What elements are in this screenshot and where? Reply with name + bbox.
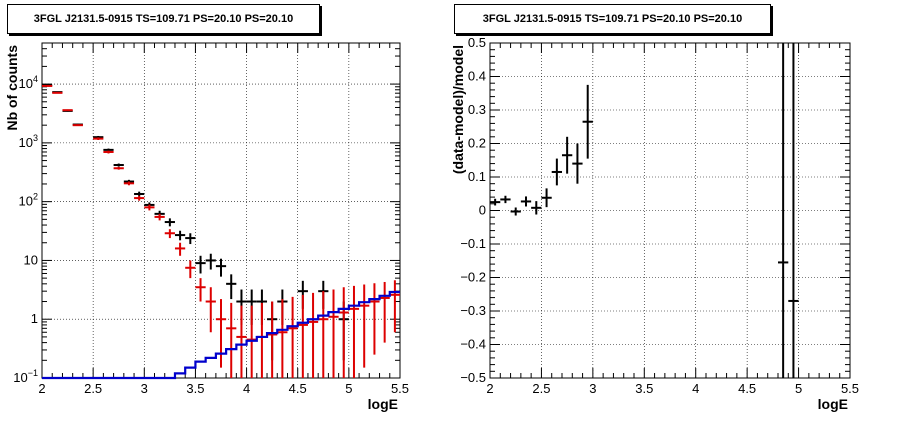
y-axis: −0.5 −0.4 −0.3 −0.2 −0.1 0 0.1 0.2 0.3 0.4 0.5(dat… (450, 35, 850, 385)
x-tick-label: 4 (692, 381, 699, 396)
y-tick-label: −0.3 (460, 303, 486, 318)
plot-title-right: 3FGL J2131.5-0915 TS=109.71 PS=20.10 PS=… (454, 4, 771, 34)
x-axis-title: logE (368, 396, 398, 412)
x-tick-label: 3.5 (186, 381, 204, 396)
y-tick-label: 104 (19, 74, 38, 91)
plot-title-left: 3FGL J2131.5-0915 TS=109.71 PS=20.10 PS=… (7, 4, 320, 34)
y-tick-label: 10−1 (13, 368, 38, 385)
y-tick-label: 0.5 (468, 35, 486, 50)
y-tick-label: −0.4 (460, 337, 486, 352)
y-tick-label: 102 (19, 192, 38, 209)
x-tick-label: 2 (486, 381, 493, 396)
x-tick-label: 5.5 (391, 381, 409, 396)
y-tick-label: 0 (479, 203, 486, 218)
x-tick-label: 3 (141, 381, 148, 396)
y-tick-label: 103 (19, 133, 38, 150)
y-tick-label: 1 (31, 311, 38, 326)
y-tick-label: −0.2 (460, 270, 486, 285)
x-tick-label: 3.5 (635, 381, 653, 396)
model-step-line (42, 290, 400, 380)
x-tick-label: 2 (38, 381, 45, 396)
x-tick-label: 4.5 (738, 381, 756, 396)
x-tick-label: 3 (589, 381, 596, 396)
y-tick-label: −0.5 (460, 370, 486, 385)
x-tick-label: 4 (243, 381, 250, 396)
y-tick-label: 10 (24, 252, 38, 267)
x-tick-label: 5 (795, 381, 802, 396)
y-tick-label: 0.4 (468, 69, 486, 84)
series-1 (42, 84, 400, 378)
y-axis-title: (data-model)/model (450, 45, 466, 174)
x-tick-label: 2.5 (532, 381, 550, 396)
y-axis-title: Nb of counts (4, 45, 20, 131)
grid-lines (489, 42, 851, 379)
x-tick-label: 5 (345, 381, 352, 396)
x-tick-label: 5.5 (841, 381, 859, 396)
x-axis-title: logE (818, 396, 848, 412)
y-tick-label: 0.2 (468, 136, 486, 151)
x-tick-label: 2.5 (84, 381, 102, 396)
x-tick-label: 4.5 (289, 381, 307, 396)
y-tick-label: −0.1 (460, 236, 486, 251)
y-tick-label: 0.3 (468, 102, 486, 117)
y-tick-label: 0.1 (468, 169, 486, 184)
series-2 (42, 290, 400, 380)
series-0 (490, 43, 799, 378)
